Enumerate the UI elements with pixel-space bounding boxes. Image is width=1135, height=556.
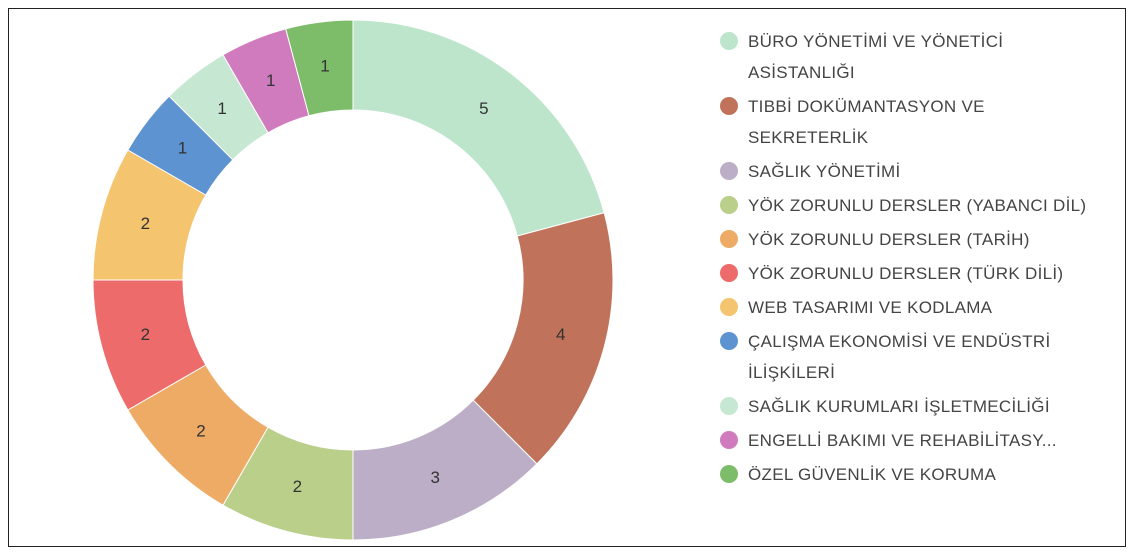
legend-item: BÜRO YÖNETİMİ VE YÖNETİCİ ASİSTANLIĞI: [720, 26, 1090, 88]
data-label: 1: [178, 139, 187, 158]
data-label: 2: [141, 325, 150, 344]
data-label: 1: [320, 56, 329, 75]
legend-item: ÖZEL GÜVENLİK VE KORUMA: [720, 459, 1090, 490]
legend-label: YÖK ZORUNLU DERSLER (TÜRK DİLİ): [748, 264, 1064, 283]
legend-item: SAĞLIK YÖNETİMİ: [720, 156, 1090, 187]
legend-swatch: [720, 32, 738, 50]
legend-label: TIBBİ DOKÜMANTASYON VE SEKRETERLİK: [748, 97, 985, 147]
legend-swatch: [720, 332, 738, 350]
legend-item: WEB TASARIMI VE KODLAMA: [720, 292, 1090, 323]
data-label: 1: [217, 99, 226, 118]
legend-item: ENGELLİ BAKIMI VE REHABİLİTASY...: [720, 425, 1090, 456]
data-label: 3: [431, 468, 440, 487]
legend-label: ÖZEL GÜVENLİK VE KORUMA: [748, 465, 997, 484]
legend-label: WEB TASARIMI VE KODLAMA: [748, 298, 993, 317]
legend-label: SAĞLIK KURUMLARI İŞLETMECİLİĞİ: [748, 397, 1050, 416]
legend-swatch: [720, 230, 738, 248]
legend-swatch: [720, 264, 738, 282]
legend-item: YÖK ZORUNLU DERSLER (TARİH): [720, 224, 1090, 255]
legend-item: ÇALIŞMA EKONOMİSİ VE ENDÜSTRİ İLİŞKİLERİ: [720, 326, 1090, 388]
legend-item: SAĞLIK KURUMLARI İŞLETMECİLİĞİ: [720, 391, 1090, 422]
legend-swatch: [720, 431, 738, 449]
donut-segment: [285, 19, 354, 117]
legend-label: SAĞLIK YÖNETİMİ: [748, 162, 901, 181]
data-label: 2: [293, 477, 302, 496]
legend: BÜRO YÖNETİMİ VE YÖNETİCİ ASİSTANLIĞI TIB…: [720, 26, 1090, 493]
legend-label: BÜRO YÖNETİMİ VE YÖNETİCİ ASİSTANLIĞI: [748, 32, 1004, 82]
data-label: 2: [196, 422, 205, 441]
chart: 5 4 3 2 2 2 2 1 1 1 1: [92, 19, 614, 541]
donut-segment: [352, 19, 605, 237]
legend-swatch: [720, 397, 738, 415]
data-label: 4: [556, 325, 565, 344]
legend-item: YÖK ZORUNLU DERSLER (YABANCI DİL): [720, 190, 1090, 221]
frame: [8, 8, 1126, 547]
data-label: 2: [141, 214, 150, 233]
data-label: 1: [266, 71, 275, 90]
legend-label: YÖK ZORUNLU DERSLER (TARİH): [748, 230, 1030, 249]
legend-item: YÖK ZORUNLU DERSLER (TÜRK DİLİ): [720, 258, 1090, 289]
legend-label: YÖK ZORUNLU DERSLER (YABANCI DİL): [748, 196, 1087, 215]
legend-swatch: [720, 298, 738, 316]
legend-swatch: [720, 162, 738, 180]
legend-label: ENGELLİ BAKIMI VE REHABİLİTASY...: [748, 431, 1057, 450]
legend-swatch: [720, 196, 738, 214]
legend-swatch: [720, 97, 738, 115]
data-label: 5: [479, 99, 488, 118]
legend-swatch: [720, 465, 738, 483]
legend-item: TIBBİ DOKÜMANTASYON VE SEKRETERLİK: [720, 91, 1090, 153]
legend-label: ÇALIŞMA EKONOMİSİ VE ENDÜSTRİ İLİŞKİLERİ: [748, 332, 1051, 382]
